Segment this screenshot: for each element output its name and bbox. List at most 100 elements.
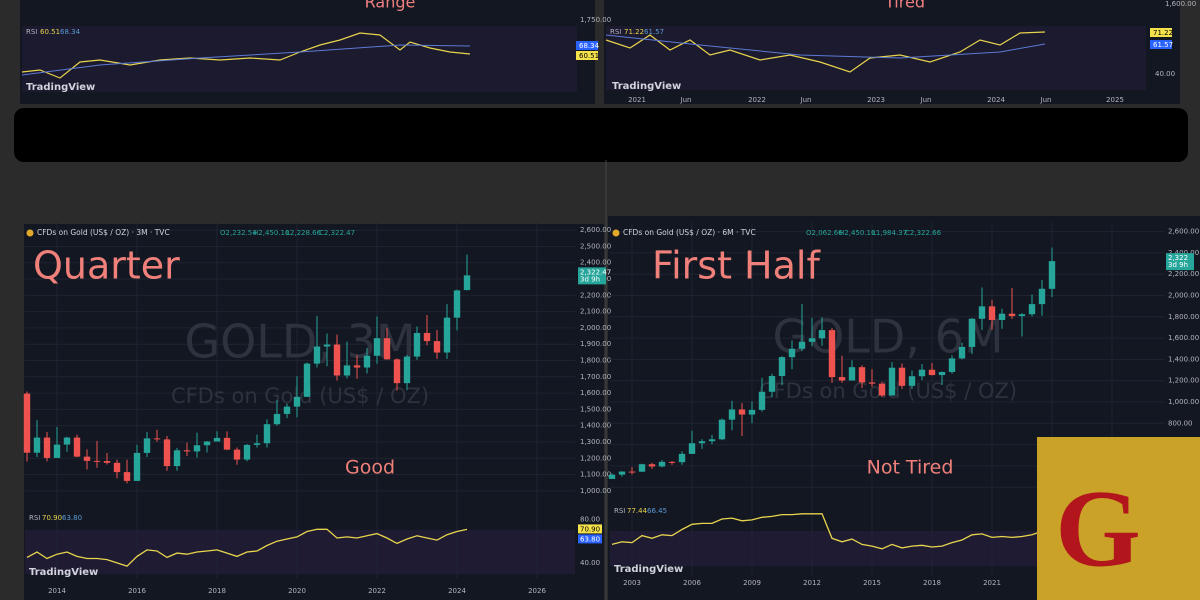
ohlc-label: H2,450.10 [839,229,875,237]
tag-label: 71.22 [1153,29,1173,37]
candle-body [628,471,636,473]
candle-body [283,406,291,414]
candle-body [433,341,441,353]
brand: TradingView [29,567,98,578]
candle-body [443,317,451,353]
candle-body [373,338,381,356]
tag [1150,40,1172,49]
countdown: 3d 9h [580,275,600,283]
y-tick-label: 1,500.00 [580,405,611,413]
rsi-value: 70.90 [42,514,62,522]
rsi-label: RSI [610,28,621,36]
candle-body [778,357,786,377]
ohlc-label: C2,322.66 [905,229,942,237]
candle-body [353,365,361,368]
candle-body [918,369,926,377]
candle-body [658,461,666,467]
candle-body [678,453,686,463]
candle-body [233,449,241,460]
y-tick-label: 1,400.00 [580,422,611,430]
candle-body [988,306,996,320]
candle-body [638,464,646,472]
y-tick-label: 2,600.00 [1168,228,1199,236]
annotation: First Half [652,244,821,288]
candle-body [313,346,321,364]
candle-body [818,330,826,339]
candle-body [33,437,41,453]
tag-label: 60.51 [579,52,599,60]
x-tick-label: Jun [680,96,692,104]
rsi-value: 71.22 [624,28,644,36]
rsi-line-decor [605,31,1046,73]
x-tick-label: Jun [1040,96,1052,104]
candle-body [838,377,846,381]
y-tick-label: 2,200.00 [580,291,611,299]
candle-body [718,419,726,440]
candle-body [888,367,896,396]
candle-body [133,452,141,481]
candle-body [848,367,856,381]
comment: Not Tired [867,457,954,479]
x-tick-label: 2020 [288,587,306,595]
candle-body [728,409,736,420]
candle-body [938,371,946,376]
x-tick-label: 2021 [983,579,1001,587]
y-tick-label: 2,000.00 [580,324,611,332]
x-tick-label: 2009 [743,579,761,587]
candle-body [463,275,471,291]
logo: G [1055,467,1141,589]
candle-body [293,396,301,407]
candle-body [738,409,746,415]
candle-body [698,441,706,444]
tag-label: 61.57 [1153,41,1173,49]
candle-body [73,437,81,457]
price-tag-label: 2,322.47 [580,268,611,276]
candle-body [93,460,101,462]
x-tick-label: 2026 [528,587,546,595]
candle-body [193,445,201,452]
candle-body [303,363,311,397]
y-tick-label: 2,500.00 [580,242,611,250]
rsi-tag-label: 63.80 [580,535,600,543]
panel-title: Range [365,0,416,12]
candle-body [153,438,161,440]
x-tick-label: 2018 [208,587,226,595]
y-tick-label: 1,800.00 [1168,313,1199,321]
brand: TradingView [612,81,681,92]
candle-body [273,413,281,425]
x-tick-label: 2022 [368,587,386,595]
symbol-icon [612,229,620,237]
watermark-subtitle: CFDs on Gold (US$ / OZ) [759,379,1017,403]
candle-body [423,332,431,342]
candle-body [608,474,616,479]
candle-body [898,367,906,386]
y-tick-label: 2,000.00 [1168,291,1199,299]
candle-body [223,437,231,450]
x-tick-label: 2014 [48,587,66,595]
candle-body [978,306,986,319]
x-tick-label: Jun [920,96,932,104]
ohlc-label: L2,228.66 [286,229,322,237]
rsi-ma-value: 63.80 [62,514,82,522]
symbol-icon [26,229,34,237]
logo-box [1037,437,1200,600]
candle-body [213,437,221,442]
y-tick-label: 1,600.00 [1165,0,1196,8]
x-tick-label: 2018 [923,579,941,587]
candle-body [878,383,886,396]
chart-title: CFDs on Gold (US$ / OZ) · 6M · TVC [623,228,756,237]
candle-body [203,441,211,446]
y-tick-label: 2,400.00 [580,259,611,267]
y-tick-label: 1,800.00 [580,357,611,365]
candle-body [958,346,966,359]
candle-body [323,344,331,347]
y-tick-label: 1,200.00 [1168,377,1199,385]
candle-body [688,443,696,454]
candle-body [758,391,766,410]
tag [576,51,598,60]
y-tick-label: 1,100.00 [580,471,611,479]
rsi-pane [22,26,577,92]
rsi-ma-value: 68.34 [60,28,81,36]
